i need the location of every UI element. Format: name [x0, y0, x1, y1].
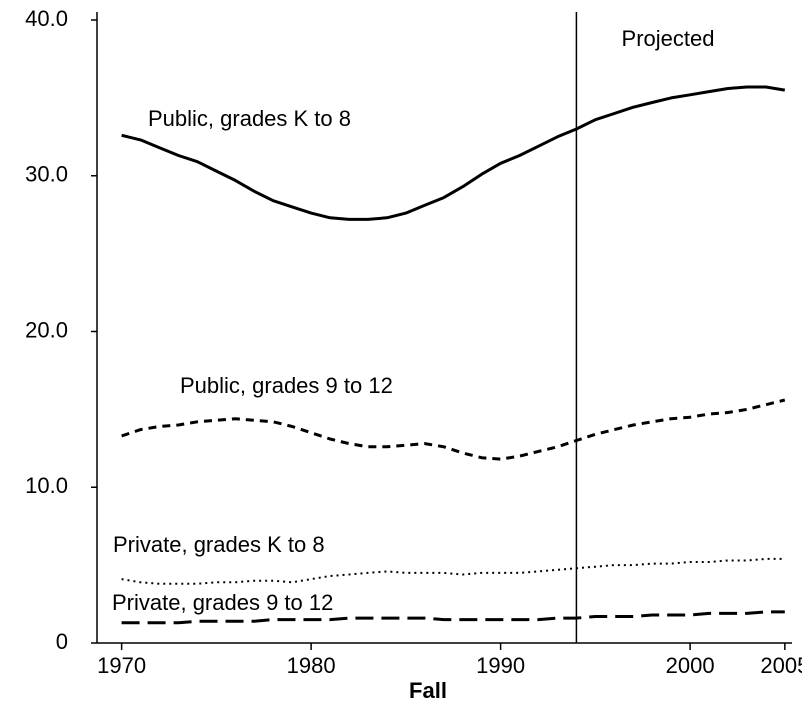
projection-label: Projected — [622, 26, 715, 51]
series-label: Public, grades 9 to 12 — [180, 373, 393, 398]
series-line — [121, 557, 785, 585]
series-label: Private, grades K to 8 — [113, 532, 325, 557]
y-tick-label: 0 — [56, 629, 68, 654]
x-tick-label: 2005 — [760, 653, 802, 678]
x-axis-label: Fall — [409, 678, 447, 703]
y-tick-label: 40.0 — [25, 6, 68, 31]
y-tick-label: 30.0 — [25, 162, 68, 187]
x-tick-label: 1980 — [287, 653, 336, 678]
x-tick-label: 1970 — [97, 653, 146, 678]
series-line — [121, 85, 786, 221]
y-tick-label: 20.0 — [25, 317, 68, 342]
x-tick-label: 1990 — [476, 653, 525, 678]
y-tick-label: 10.0 — [25, 473, 68, 498]
series-label: Public, grades K to 8 — [148, 106, 351, 131]
series-line — [121, 398, 786, 461]
series-label: Private, grades 9 to 12 — [112, 590, 333, 615]
x-tick-label: 2000 — [666, 653, 715, 678]
series-line — [121, 610, 785, 625]
